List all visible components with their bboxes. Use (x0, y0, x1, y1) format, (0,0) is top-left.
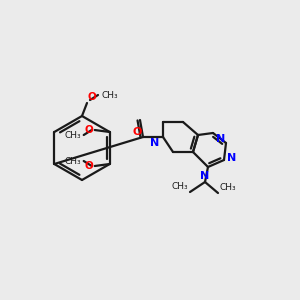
Text: CH₃: CH₃ (64, 157, 81, 166)
Text: N: N (227, 153, 236, 163)
Text: CH₃: CH₃ (64, 130, 81, 140)
Text: O: O (132, 127, 142, 137)
Text: O: O (88, 92, 97, 102)
Text: N: N (216, 134, 225, 144)
Text: CH₃: CH₃ (171, 182, 188, 191)
Text: N: N (150, 138, 159, 148)
Text: CH₃: CH₃ (220, 183, 237, 192)
Text: O: O (85, 125, 94, 135)
Text: CH₃: CH₃ (101, 91, 118, 100)
Text: O: O (85, 161, 94, 171)
Text: N: N (200, 171, 210, 181)
